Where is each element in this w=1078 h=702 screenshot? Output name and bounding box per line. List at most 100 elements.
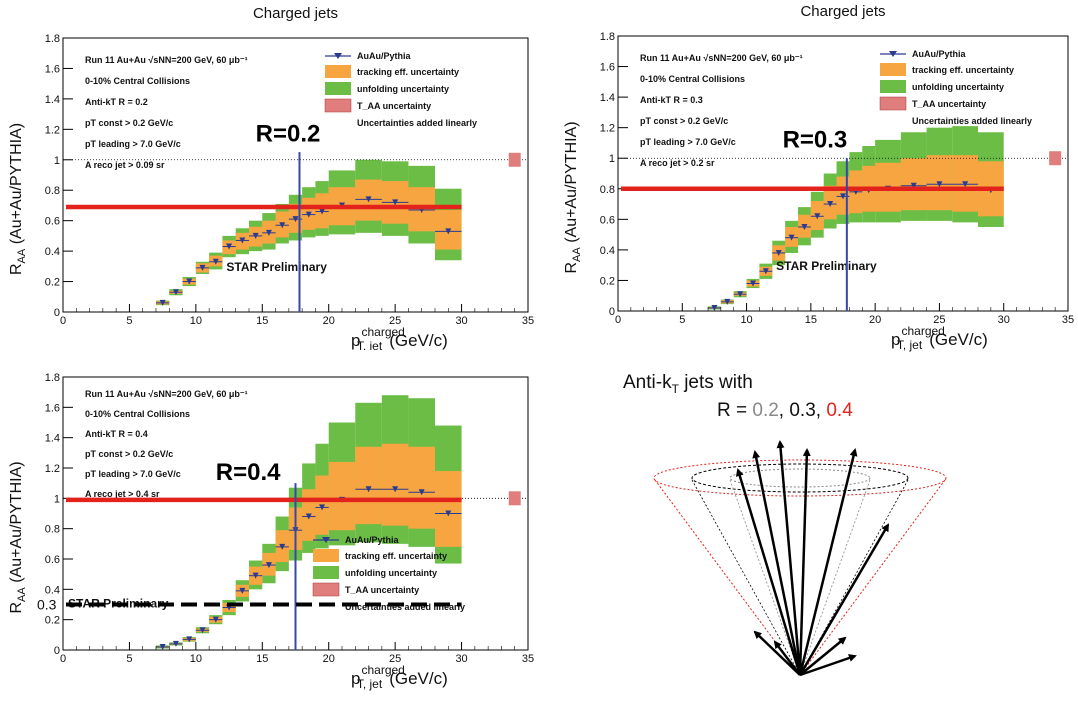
- y-tick-label: 0: [54, 307, 60, 319]
- x-axis-label: pcharged T, jet (GeV/c): [351, 663, 448, 691]
- x-tick-label: 5: [126, 653, 132, 665]
- diagram-title-prefix: Anti-k: [623, 372, 672, 393]
- data-point: [737, 291, 744, 298]
- data-point: [159, 299, 166, 306]
- data-point: [445, 510, 452, 517]
- x-axis-label: pcharged T, jet (GeV/c): [351, 325, 448, 350]
- x-axis-label-p: p: [891, 330, 900, 349]
- y-tick-label: 0: [54, 645, 60, 657]
- x-tick-label: 25: [389, 653, 401, 665]
- legend-series-label: AuAu/Pythia: [912, 49, 966, 59]
- info-block: Run 11 Au+Au √sNN=200 GeV, 60 μb⁻¹ 0-10% …: [85, 55, 248, 170]
- legend-series-label: AuAu/Pythia: [357, 51, 411, 61]
- jet-cone-diagram: Anti-kT jets with R = 0.2, 0.3, 0.4: [600, 370, 1078, 702]
- info-pt-const: pT const > 0.2 GeV/c: [85, 118, 173, 128]
- y-tick-label: 1.4: [600, 92, 615, 104]
- y-axis-label-sub: AA: [16, 248, 28, 263]
- data-point: [252, 572, 259, 579]
- data-point: [199, 264, 206, 271]
- info-pt-leading: pT leading > 7.0 GeV/c: [85, 139, 181, 149]
- data-point: [936, 181, 943, 188]
- y-tick-label: 1.8: [45, 372, 60, 384]
- data-point: [186, 278, 193, 285]
- data-point: [226, 243, 233, 250]
- chart-title: Charged jets: [800, 3, 885, 20]
- data-point: [788, 234, 795, 241]
- info-run: Run 11 Au+Au √sNN=200 GeV, 60 μb⁻¹: [85, 55, 248, 65]
- data-point: [840, 193, 846, 200]
- cone-r04-left: [654, 479, 801, 676]
- legend-note: Uncertainties added linearly: [912, 116, 1032, 126]
- data-point: [239, 587, 246, 594]
- x-tick-label: 20: [869, 314, 881, 326]
- x-axis-label-sup: charged: [361, 663, 404, 677]
- r-prefix: R =: [717, 400, 753, 421]
- info-algorithm: Anti-kT R = 0.3: [640, 95, 703, 105]
- data-point: [445, 228, 452, 235]
- data-point: [827, 201, 834, 208]
- y-tick-label: 1.4: [45, 433, 60, 445]
- y-tick-label: 0.8: [45, 524, 60, 536]
- data-point: [199, 627, 206, 634]
- r-value-04: 0.4: [826, 400, 853, 421]
- legend-taa-label: T_AA uncertainty: [912, 99, 986, 109]
- info-centrality: 0-10% Central Collisions: [85, 409, 190, 419]
- info-pt-const: pT const > 0.2 GeV/c: [85, 449, 173, 459]
- r-sep-2: ,: [815, 400, 827, 421]
- data-point: [962, 181, 969, 188]
- diagram-title-suffix: jets with: [678, 372, 753, 393]
- r-value-03: 0.3: [789, 400, 816, 421]
- data-point: [279, 543, 286, 550]
- x-tick-label: 30: [998, 314, 1010, 326]
- x-tick-label: 25: [933, 314, 945, 326]
- y-axis-label-main: R: [8, 263, 25, 275]
- particle-arrow: [776, 440, 802, 676]
- info-block: Run 11 Au+Au √sNN=200 GeV, 60 μb⁻¹ 0-10% …: [640, 53, 803, 168]
- data-point: [252, 232, 259, 239]
- tracking-band: [408, 446, 435, 529]
- y-tick-label: 1.4: [45, 94, 60, 106]
- data-point: [159, 643, 166, 650]
- legend-unfolding-swatch: [325, 82, 351, 95]
- cone-r02-right: [799, 479, 871, 676]
- big-r-label: R=0.2: [256, 121, 321, 148]
- info-centrality: 0-10% Central Collisions: [640, 74, 745, 84]
- big-r-label: R=0.3: [783, 127, 848, 154]
- chart-r03: Charged jets 0 5 10 15 20 25 30 35 0 0.2 0.4 0.6 0.8 1…: [563, 3, 1074, 352]
- legend-tracking-swatch: [325, 65, 351, 78]
- y-tick-label: 0.2: [45, 277, 60, 289]
- tracking-band: [381, 443, 409, 526]
- star-preliminary-label: STAR Preliminary: [776, 259, 877, 273]
- x-tick-label: 20: [323, 315, 335, 327]
- x-axis-label-sup: charged: [361, 325, 404, 339]
- y-tick-label: 0.6: [600, 214, 615, 226]
- legend: AuAu/Pythia tracking eff. uncertainty unfo…: [324, 51, 477, 128]
- legend-tracking-swatch: [880, 63, 906, 76]
- cone-r02-ellipse: [729, 468, 871, 488]
- x-axis-label-unit: (GeV/c): [389, 331, 448, 350]
- y-axis-label-rest: (Au+Au/PYTHIA): [563, 121, 580, 247]
- legend-unfolding-swatch: [313, 566, 339, 579]
- y-axis-label: RAA (Au+Au/PYTHIA): [8, 461, 28, 613]
- data-point: [750, 280, 756, 287]
- legend: AuAu/Pythia tracking eff. uncertainty unfo…: [879, 49, 1032, 126]
- x-tick-label: 20: [323, 653, 335, 665]
- y-tick-label: 0.4: [45, 246, 60, 258]
- data-point: [814, 213, 821, 220]
- info-algorithm: Anti-kT R = 0.4: [85, 429, 148, 439]
- x-tick-label: 10: [740, 314, 752, 326]
- x-axis-label-sub: T, jet: [897, 338, 923, 352]
- particle-arrow: [773, 640, 801, 676]
- y-tick-label: 1: [54, 493, 60, 505]
- data-point: [172, 289, 179, 296]
- data-point: [186, 636, 193, 643]
- x-tick-label: 0: [615, 314, 621, 326]
- particle-arrow: [798, 448, 858, 676]
- data-point: [319, 504, 326, 511]
- y-tick-label: 0.8: [45, 185, 60, 197]
- y-axis-label: RAA (Au+Au/PYTHIA): [563, 121, 583, 273]
- y-tick-label: 0.2: [600, 275, 615, 287]
- data-point: [212, 258, 219, 265]
- y-tick-label: 0.4: [600, 245, 615, 257]
- diagram-title-sub: T: [671, 381, 679, 396]
